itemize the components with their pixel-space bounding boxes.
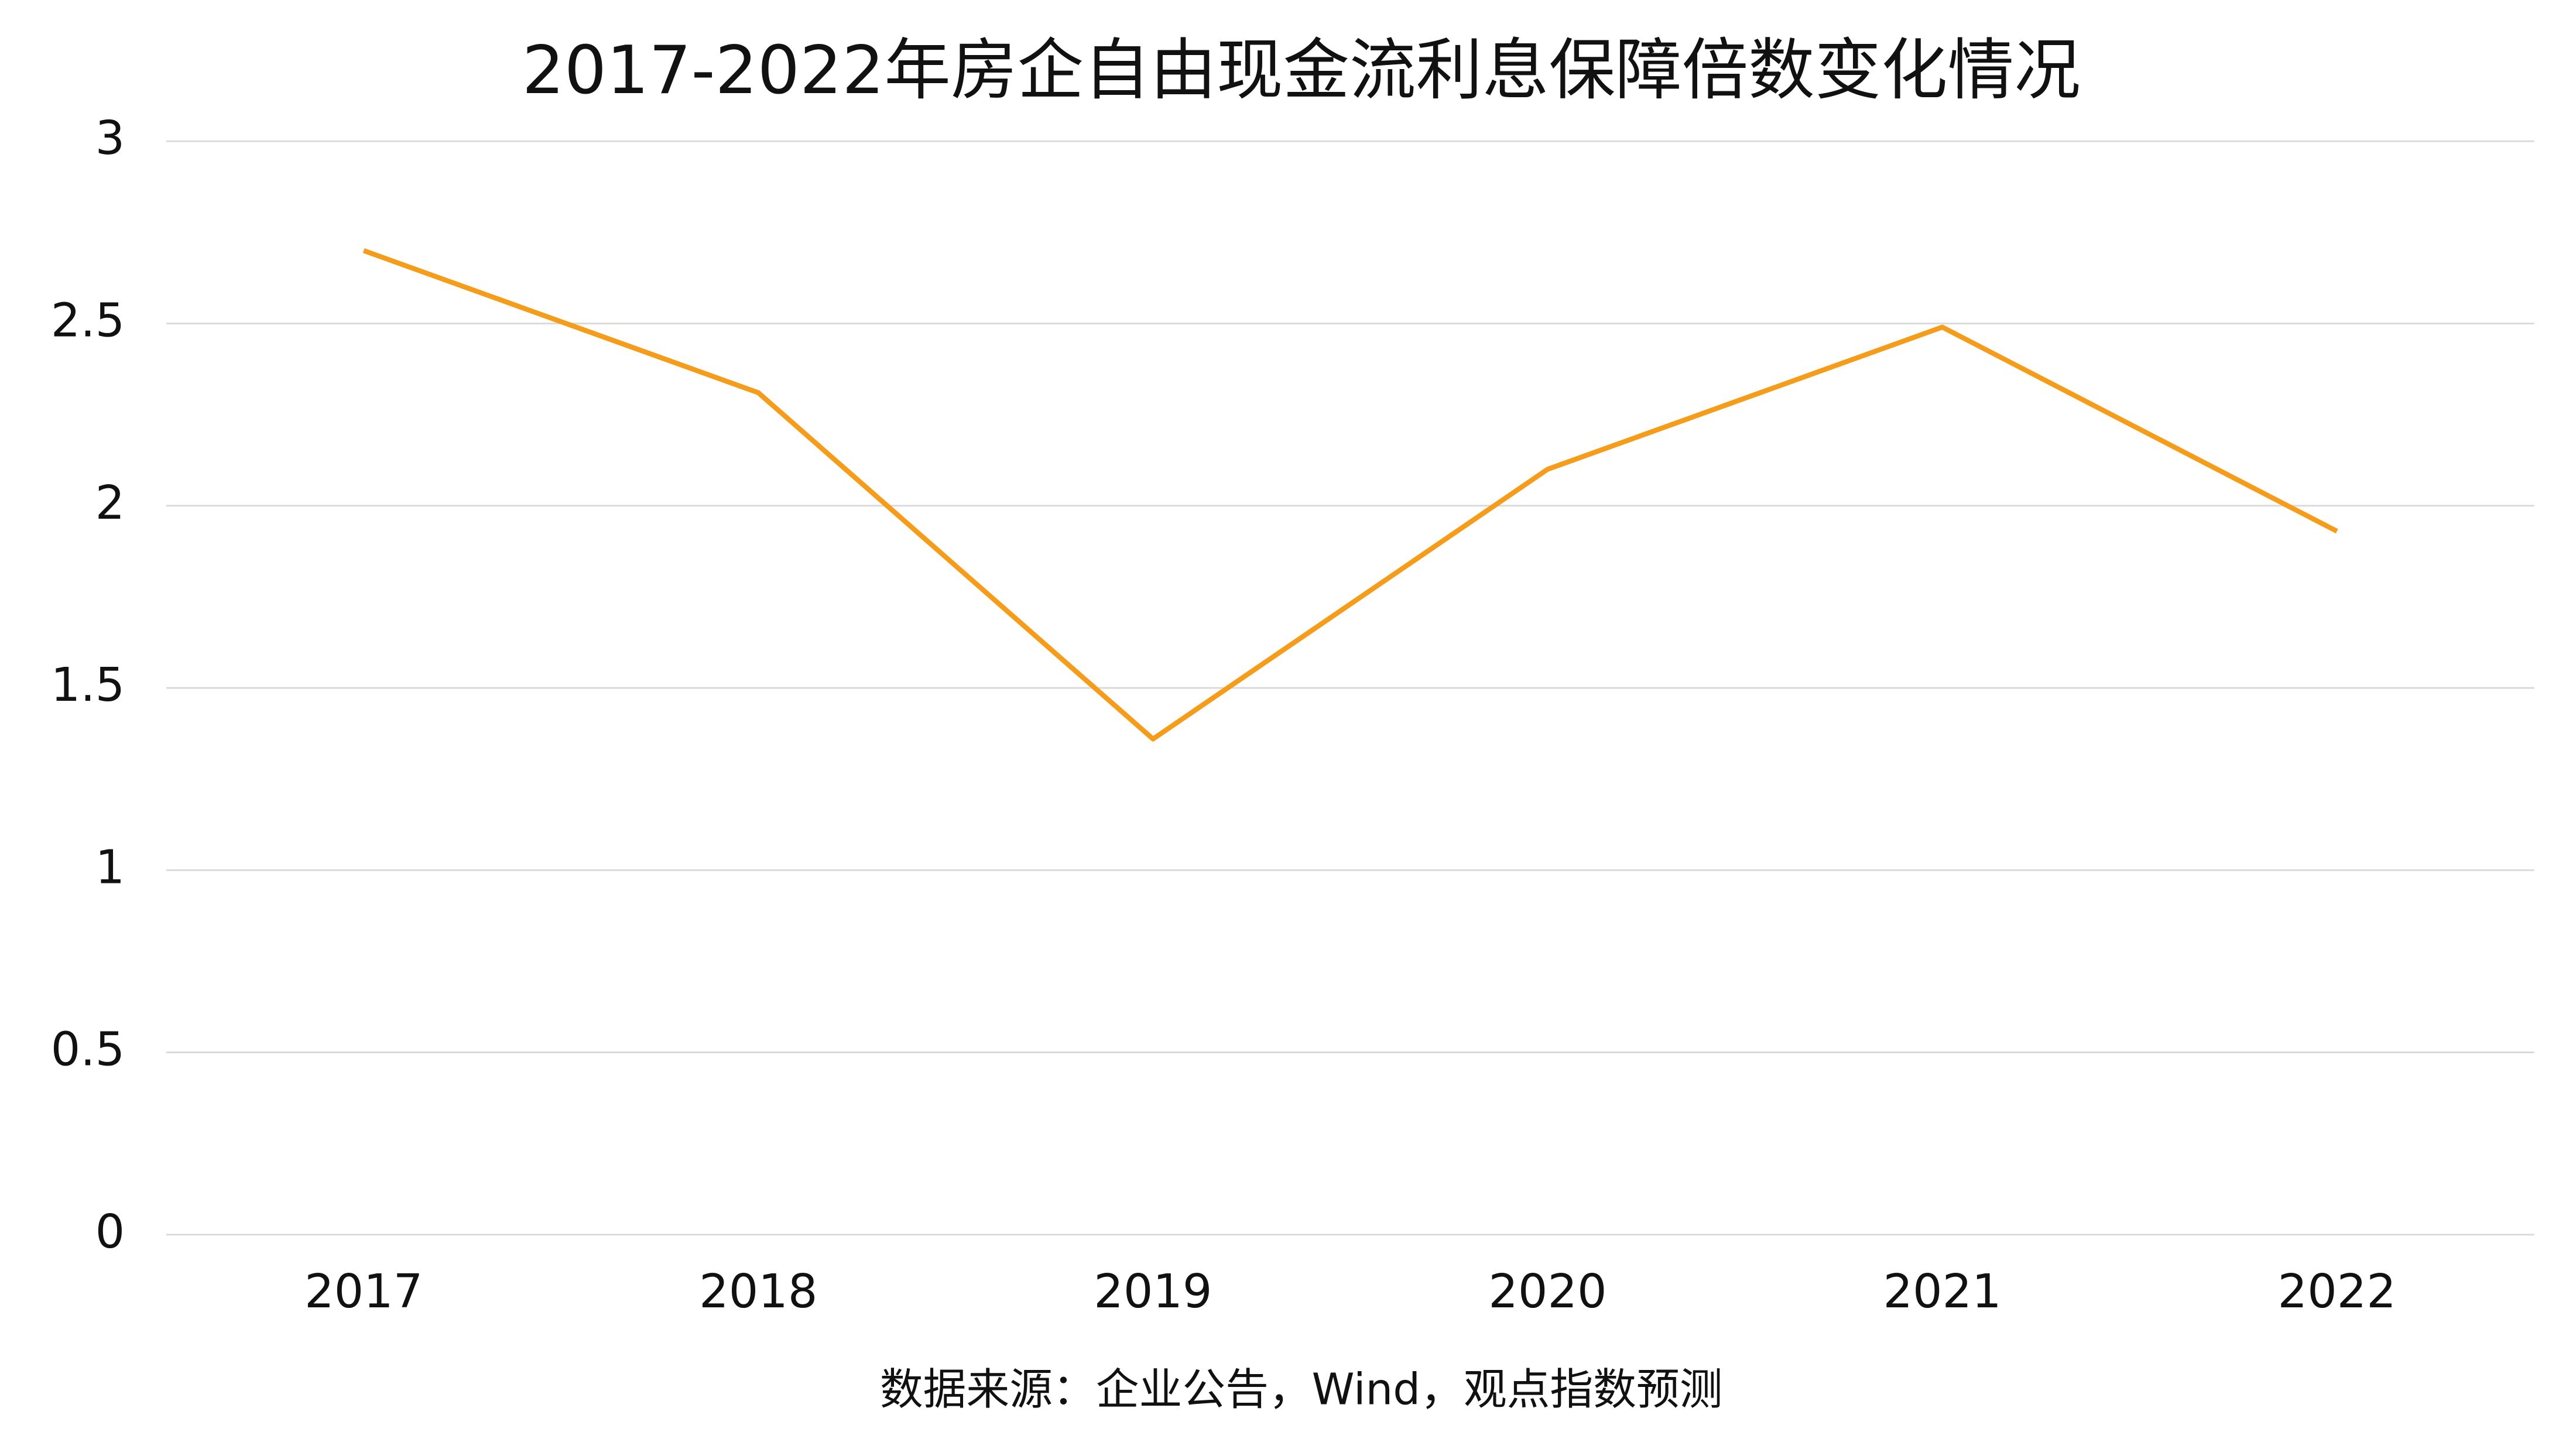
y-tick-label: 0.5 — [51, 1022, 125, 1077]
x-tick-label: 2017 — [304, 1264, 423, 1318]
source-note: 数据来源：企业公告，Wind，观点指数预测 — [880, 1365, 1723, 1415]
y-tick-label: 0 — [95, 1204, 125, 1259]
chart-title: 2017-2022年房企自由现金流利息保障倍数变化情况 — [522, 32, 2081, 109]
y-tick-label: 1.5 — [51, 657, 125, 712]
y-tick-label: 1 — [95, 840, 125, 894]
x-tick-label: 2018 — [699, 1264, 817, 1318]
data-line — [362, 248, 2338, 742]
x-tick-label: 2022 — [2278, 1264, 2396, 1318]
y-tick-label: 3 — [95, 111, 125, 165]
y-tick-label: 2.5 — [51, 293, 125, 347]
x-tick-label: 2021 — [1883, 1264, 2001, 1318]
x-tick-label: 2020 — [1488, 1264, 1606, 1318]
x-tick-label: 2019 — [1094, 1264, 1212, 1318]
y-tick-label: 2 — [95, 475, 125, 530]
